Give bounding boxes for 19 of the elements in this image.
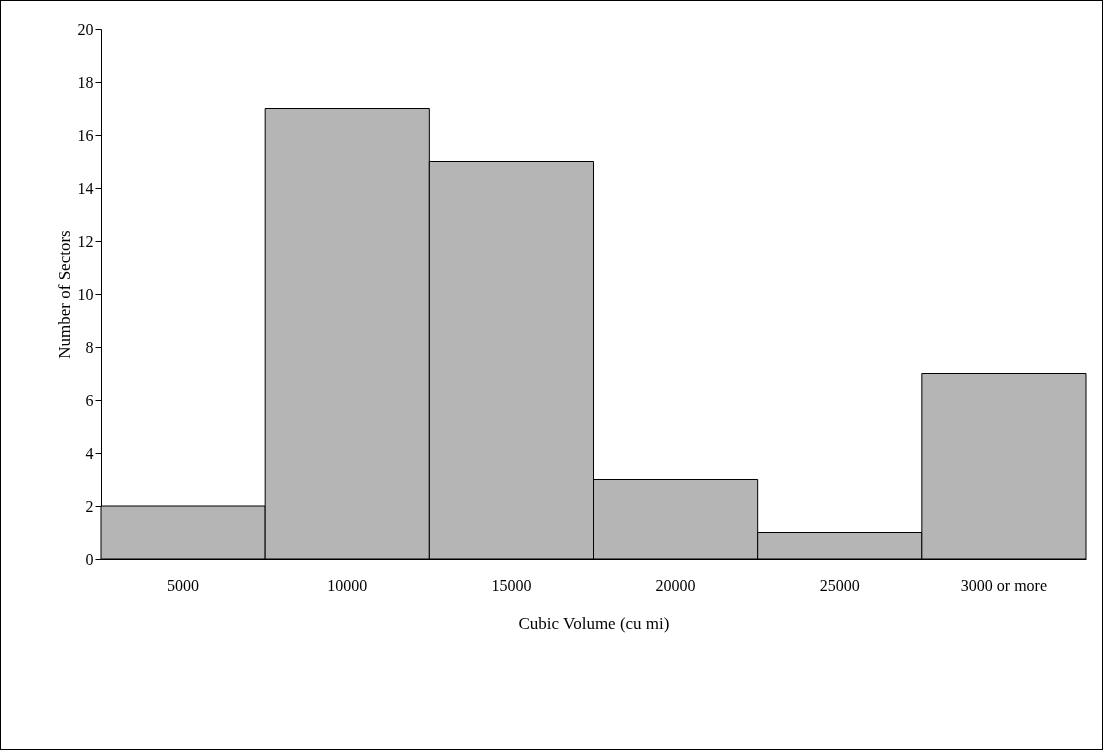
x-tick-label: 25000 [819, 576, 860, 594]
x-tick-label: 10000 [327, 576, 368, 594]
y-tick-label: 20 [77, 20, 94, 38]
y-tick-label: 6 [85, 391, 94, 409]
y-tick-label: 0 [85, 550, 94, 568]
x-tick-label: 15000 [491, 576, 532, 594]
x-tick-label: 3000 or more [960, 576, 1048, 594]
y-tick-label: 14 [77, 179, 94, 197]
y-axis-title: Number of Sectors [54, 230, 74, 359]
y-tick-label: 10 [77, 285, 94, 303]
y-tick-label: 2 [85, 497, 94, 515]
y-tick-label: 16 [77, 126, 94, 144]
x-axis-title: Cubic Volume (cu mi) [518, 613, 670, 633]
y-tick-label: 12 [77, 232, 94, 250]
y-tick-label: 4 [85, 444, 94, 462]
y-tick-label: 8 [85, 338, 94, 356]
y-tick-label: 18 [77, 73, 94, 91]
x-tick-label: 5000 [167, 576, 200, 594]
x-tick-label: 20000 [655, 576, 696, 594]
